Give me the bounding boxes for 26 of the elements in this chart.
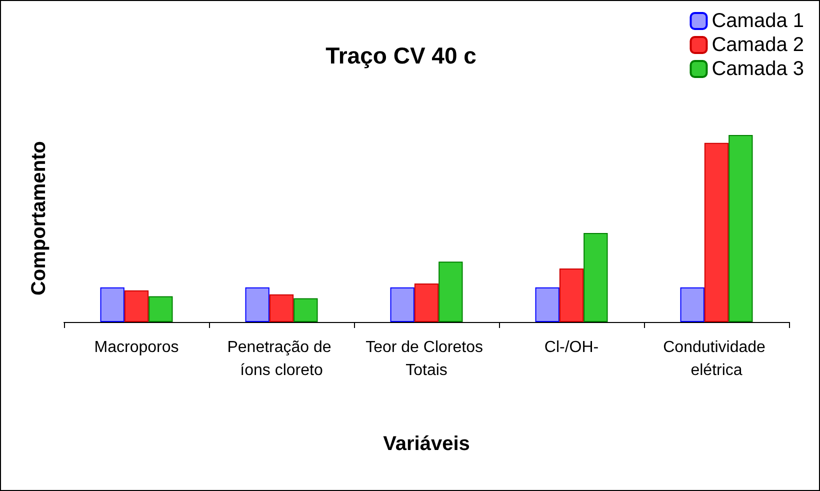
bar <box>438 262 463 322</box>
x-tick-label: Condutividade elétrica <box>663 339 770 379</box>
bar <box>704 142 729 322</box>
bar <box>584 232 608 322</box>
y-axis-title: Comportamento <box>28 140 50 296</box>
x-tick-label: Cl-/OH- <box>544 339 599 356</box>
bar <box>414 283 439 322</box>
bar <box>148 296 173 322</box>
bar <box>294 298 318 322</box>
bar <box>124 290 149 322</box>
bar <box>245 287 270 322</box>
x-tick-label: Macroporos <box>94 339 179 356</box>
bar <box>390 287 414 322</box>
bar <box>269 294 294 322</box>
legend-label: Camada 2 <box>712 34 804 56</box>
x-tick-label: Teor de Cloretos Totais <box>366 339 488 379</box>
legend-label: Camada 1 <box>712 10 804 32</box>
bar <box>680 287 704 322</box>
x-axis-title: Variáveis <box>383 433 470 455</box>
legend-label: Camada 3 <box>712 58 804 80</box>
bar <box>559 268 584 322</box>
chart-title: Traço CV 40 c <box>326 42 477 68</box>
x-tick-label: Penetração de íons cloreto <box>227 339 336 379</box>
bar <box>100 287 124 322</box>
bar <box>728 135 753 322</box>
bar <box>535 287 560 322</box>
